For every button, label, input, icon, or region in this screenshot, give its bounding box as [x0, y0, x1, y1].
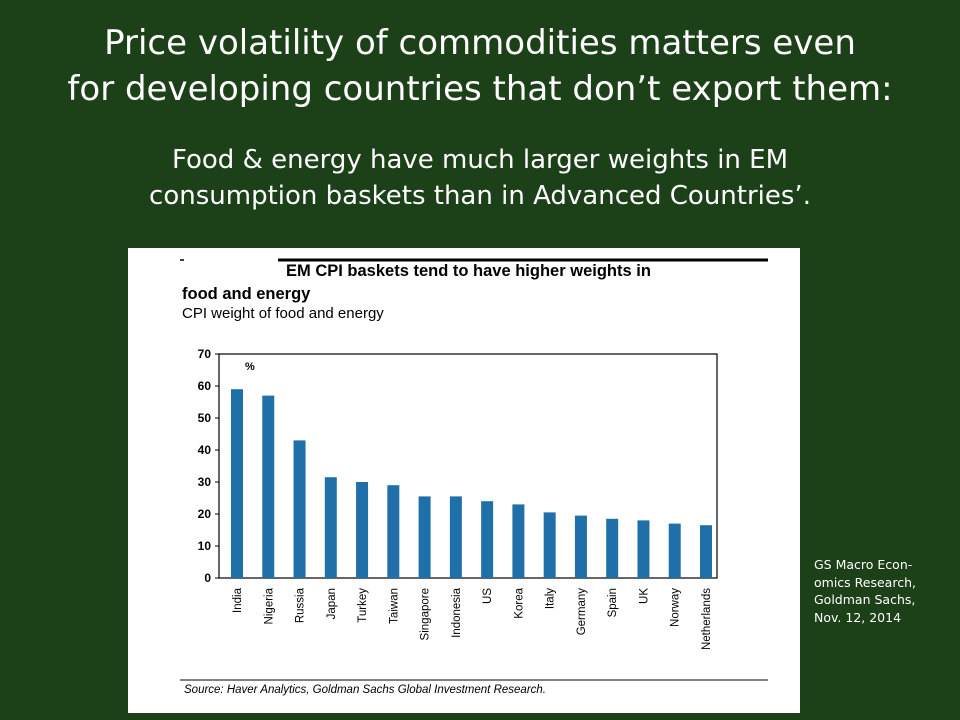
bar-uk	[637, 520, 650, 578]
x-tick-label: Norway	[670, 588, 682, 627]
slide-title-line-1: Price volatility of commodities matters …	[104, 23, 856, 63]
x-tick-label: India	[232, 587, 244, 613]
bar-series	[231, 389, 712, 578]
chart-subtitle: CPI weight of food and energy	[182, 305, 384, 322]
bar-korea	[512, 504, 525, 578]
y-tick-label: 70	[198, 347, 212, 361]
citation-line-2: omics Research,	[814, 574, 916, 590]
bar-chart: EM CPI baskets tend to have higher weigh…	[180, 258, 768, 696]
bar-us	[481, 501, 494, 578]
bar-italy	[543, 512, 556, 578]
slide-subtitle-line-1: Food & energy have much larger weights i…	[171, 145, 789, 175]
x-tick-label: Korea	[513, 587, 525, 618]
slide-subtitle-line-2: consumption baskets than in Advanced Cou…	[149, 181, 811, 211]
bar-netherlands	[700, 525, 712, 578]
chart-image-panel: EM CPI baskets tend to have higher weigh…	[128, 248, 800, 713]
y-tick-label: 0	[204, 571, 211, 585]
x-tick-label: Singapore	[420, 588, 432, 640]
bar-japan	[324, 477, 337, 578]
x-tick-label: Italy	[545, 588, 557, 609]
y-tick-label: 60	[198, 379, 212, 393]
y-unit-label: %	[245, 361, 255, 373]
x-tick-label: Spain	[607, 588, 619, 617]
slide-title: Price volatility of commodities matters …	[0, 20, 960, 112]
y-axis: 0 10 20 30 40 50 60 70	[198, 347, 219, 585]
x-tick-label: Turkey	[357, 588, 369, 623]
x-tick-label: Indonesia	[451, 587, 463, 637]
bar-indonesia	[449, 496, 462, 578]
y-tick-label: 20	[198, 507, 212, 521]
slide-subtitle: Food & energy have much larger weights i…	[0, 142, 960, 214]
bar-spain	[606, 518, 619, 578]
y-tick-label: 50	[198, 411, 212, 425]
bar-russia	[293, 440, 306, 578]
x-tick-label: US	[482, 588, 494, 604]
x-tick-label: Taiwan	[388, 588, 400, 624]
plot-frame	[218, 353, 718, 579]
x-tick-label: UK	[638, 588, 650, 604]
x-tick-label: Germany	[576, 588, 588, 636]
bar-norway	[668, 523, 681, 578]
chart-title-line-1: EM CPI baskets tend to have higher weigh…	[286, 262, 651, 280]
bar-india	[231, 389, 243, 578]
citation-line-4: Nov. 12, 2014	[814, 609, 902, 625]
bar-nigeria	[262, 395, 275, 578]
x-tick-label: Japan	[326, 588, 338, 619]
slide-title-line-2: for developing countries that don’t expo…	[67, 69, 893, 109]
bar-germany	[574, 515, 587, 578]
y-tick-label: 40	[198, 443, 212, 457]
x-tick-label: Russia	[295, 587, 307, 623]
bar-singapore	[418, 496, 431, 578]
chart-title-line-2: food and energy	[182, 285, 311, 303]
bar-taiwan	[387, 485, 400, 578]
x-tick-label: Nigeria	[263, 587, 275, 624]
citation-line-1: GS Macro Econ-	[814, 557, 913, 572]
bar-turkey	[356, 482, 369, 578]
citation-caption: GS Macro Econ- omics Research, Goldman S…	[814, 556, 954, 626]
citation-line-3: Goldman Sachs,	[814, 592, 916, 607]
chart-source: Source: Haver Analytics, Goldman Sachs G…	[184, 684, 546, 696]
x-axis-labels: India Nigeria Russia Japan Turkey Taiwan Singa…	[232, 587, 713, 650]
x-tick-label: Netherlands	[701, 588, 713, 650]
y-tick-label: 30	[198, 475, 212, 489]
y-tick-label: 10	[198, 539, 212, 553]
